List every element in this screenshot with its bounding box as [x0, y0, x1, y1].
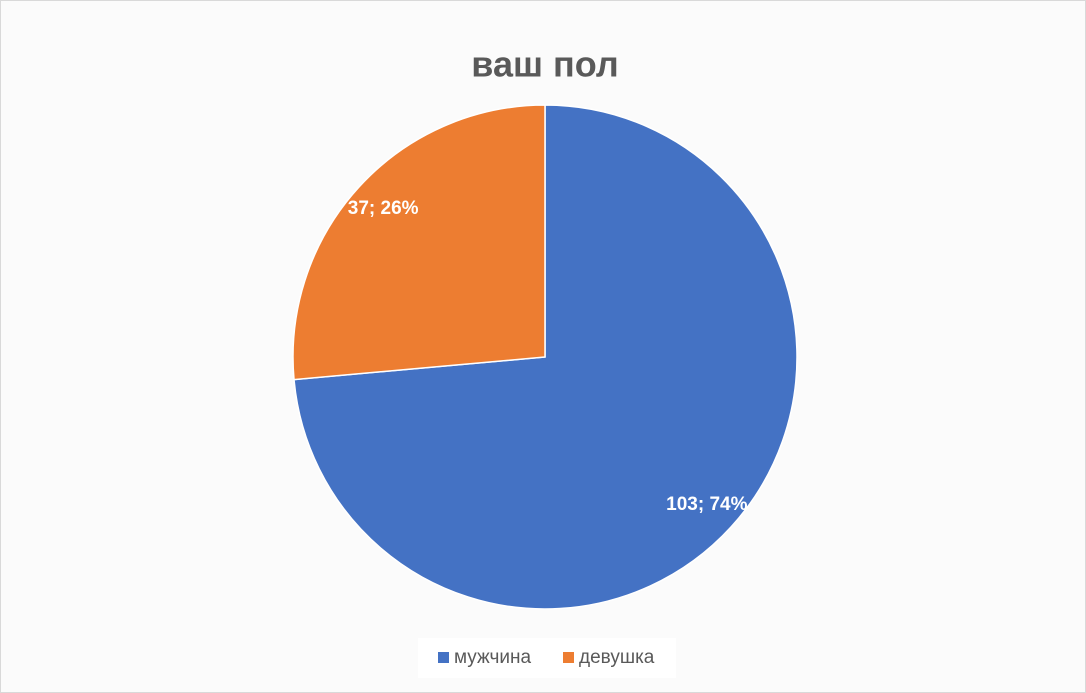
data-label: 103; 74%: [666, 494, 747, 515]
legend-swatch: [438, 652, 449, 663]
legend-label: мужчина: [454, 647, 531, 668]
legend-label: девушка: [579, 647, 655, 668]
data-label: 37; 26%: [348, 198, 419, 219]
chart-title: ваш пол: [471, 44, 618, 85]
legend-box: [418, 638, 676, 678]
pie-slice: [292, 104, 546, 381]
legend-swatch: [563, 652, 574, 663]
